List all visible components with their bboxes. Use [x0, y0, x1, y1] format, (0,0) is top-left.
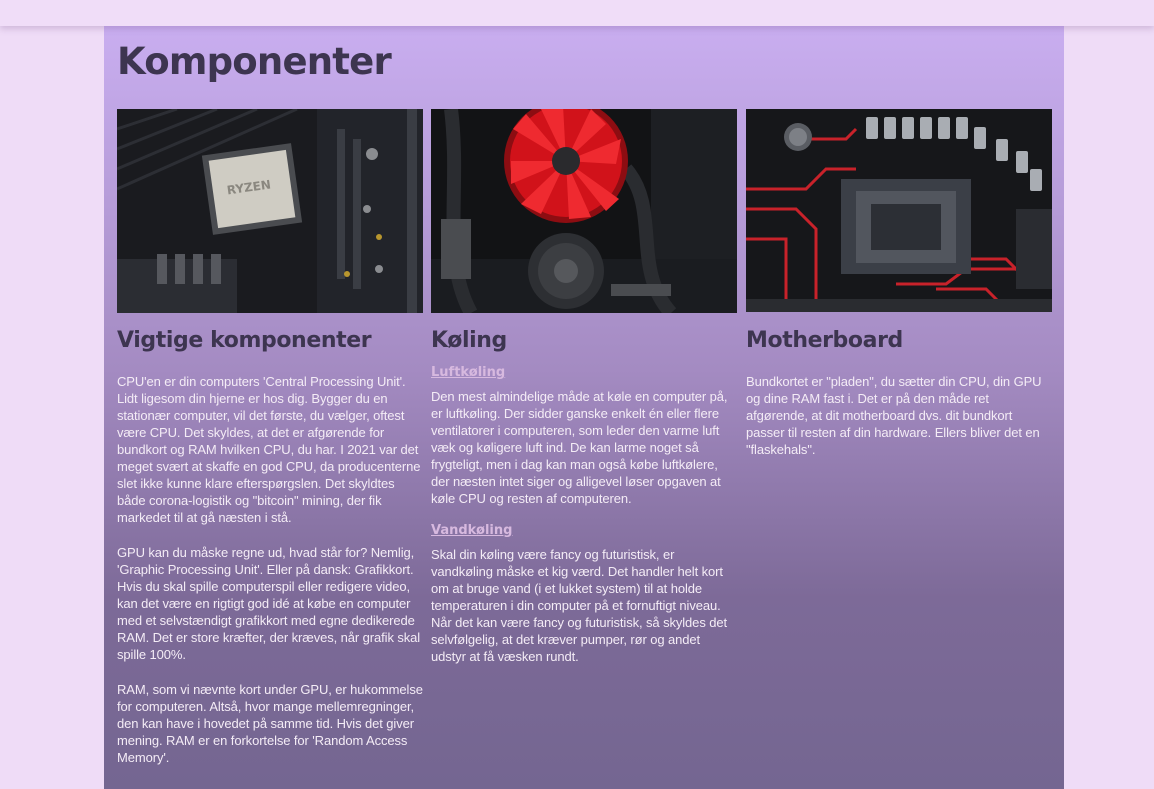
svg-text:RYZEN: RYZEN: [226, 177, 272, 197]
column-heading: Køling: [431, 328, 507, 353]
page-title: Komponenter: [117, 40, 392, 83]
gpu-paragraph: GPU kan du måske regne ud, hvad står for…: [117, 545, 421, 662]
column-koling: Køling Luftkøling Den mest almindelige m…: [431, 109, 737, 665]
column-heading: Motherboard: [746, 328, 903, 353]
cpu-motherboard-image: RYZEN: [117, 109, 423, 313]
cpu-paragraph: CPU'en er din computers 'Central Process…: [117, 374, 421, 525]
luftkoling-link[interactable]: Luftkøling: [431, 365, 506, 380]
cpu-fan-image: [431, 109, 737, 313]
top-bar: [0, 0, 1154, 26]
ram-paragraph: RAM, som vi nævnte kort under GPU, er hu…: [117, 682, 423, 765]
vandkoling-paragraph: Skal din køling være fancy og futuristis…: [431, 547, 727, 664]
vandkoling-link[interactable]: Vandkøling: [431, 523, 513, 538]
main-content: Komponenter: [104, 26, 1064, 789]
luftkoling-paragraph: Den mest almindelige måde at køle en com…: [431, 389, 728, 506]
column-heading: Vigtige komponenter: [117, 328, 372, 353]
column-motherboard: Motherboard Bundkortet er "pladen", du s…: [746, 109, 1052, 458]
column-vigtige-komponenter: RYZEN: [117, 109, 423, 766]
motherboard-paragraph: Bundkortet er "pladen", du sætter din CP…: [746, 374, 1042, 457]
motherboard-image: [746, 109, 1052, 313]
